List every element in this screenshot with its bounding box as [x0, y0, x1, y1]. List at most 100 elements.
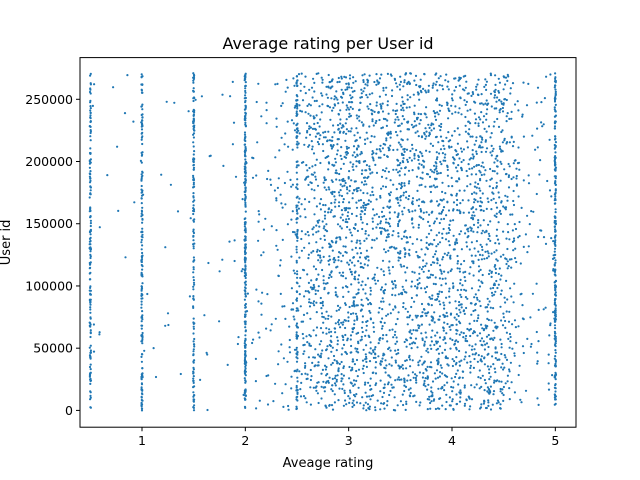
data-point	[324, 368, 327, 371]
data-point	[469, 334, 472, 338]
data-point	[88, 159, 91, 162]
data-point	[318, 202, 321, 205]
data-point	[295, 405, 298, 408]
data-point	[305, 377, 308, 381]
data-point	[364, 391, 367, 394]
data-point	[244, 276, 247, 280]
data-point	[332, 106, 335, 109]
data-point	[372, 356, 375, 359]
data-point	[434, 186, 437, 189]
data-point	[434, 334, 437, 337]
data-point	[486, 197, 489, 200]
data-point	[452, 248, 455, 251]
data-point	[296, 183, 299, 186]
data-point	[479, 377, 482, 380]
data-point	[308, 305, 312, 308]
data-point	[435, 340, 438, 343]
data-point	[418, 266, 421, 269]
data-point	[318, 343, 321, 346]
data-point	[444, 282, 447, 285]
data-point	[393, 211, 396, 214]
data-point	[312, 250, 315, 253]
data-point	[472, 155, 475, 158]
data-point	[386, 104, 389, 107]
data-point	[460, 306, 463, 309]
data-point	[436, 258, 439, 261]
data-point	[449, 328, 452, 331]
data-point	[296, 195, 299, 198]
data-point	[312, 302, 315, 305]
data-point	[425, 314, 428, 317]
data-point	[329, 344, 332, 348]
data-point	[330, 335, 333, 338]
data-point	[277, 274, 280, 277]
data-point	[448, 146, 451, 149]
data-point	[278, 149, 281, 152]
data-point	[530, 342, 533, 346]
data-point	[373, 135, 376, 138]
data-point	[365, 355, 368, 358]
data-point	[351, 197, 354, 200]
data-point	[458, 360, 461, 363]
data-point	[192, 375, 195, 378]
data-point	[359, 136, 362, 139]
data-point	[522, 81, 525, 84]
data-point	[468, 167, 471, 170]
data-point	[328, 273, 331, 277]
data-point	[447, 271, 450, 274]
data-point	[378, 148, 381, 151]
data-point	[451, 282, 455, 285]
data-point	[344, 303, 347, 306]
data-point	[327, 314, 330, 317]
data-point	[325, 188, 328, 191]
data-point	[444, 153, 447, 156]
data-point	[140, 179, 143, 182]
data-point	[292, 77, 295, 80]
data-point	[450, 193, 453, 196]
data-point	[367, 334, 370, 337]
data-point	[455, 348, 458, 351]
data-point	[296, 399, 299, 402]
data-point	[553, 263, 556, 266]
data-point	[553, 106, 556, 109]
data-point	[349, 334, 353, 337]
data-point	[317, 289, 320, 292]
data-point	[336, 98, 339, 101]
data-point	[352, 163, 355, 166]
data-point	[435, 99, 439, 102]
data-point	[397, 220, 400, 223]
data-point	[469, 360, 472, 363]
data-point	[352, 393, 356, 397]
data-point	[369, 384, 372, 387]
data-point	[164, 324, 167, 327]
data-point	[340, 373, 343, 376]
data-point	[349, 270, 352, 274]
data-point	[427, 220, 430, 223]
data-point	[359, 199, 363, 202]
data-point	[285, 78, 288, 81]
data-point	[440, 290, 443, 294]
data-point	[312, 77, 315, 80]
data-point	[321, 349, 324, 352]
data-point	[286, 86, 289, 89]
data-point	[446, 315, 449, 318]
data-point	[463, 288, 466, 291]
data-point	[389, 144, 392, 147]
data-point	[484, 324, 487, 327]
data-point	[553, 247, 557, 250]
data-point	[421, 311, 424, 314]
data-point	[542, 236, 546, 239]
data-point	[341, 377, 344, 380]
data-point	[405, 196, 408, 199]
data-point	[265, 109, 268, 112]
data-point	[417, 135, 420, 138]
data-point	[419, 401, 422, 404]
data-point	[477, 146, 481, 149]
data-point	[465, 334, 468, 338]
data-point	[141, 83, 144, 86]
data-point	[394, 130, 398, 134]
chart-title: Average rating per User id	[222, 34, 433, 53]
data-point	[507, 231, 510, 234]
data-point	[257, 331, 260, 334]
data-point	[554, 244, 557, 247]
